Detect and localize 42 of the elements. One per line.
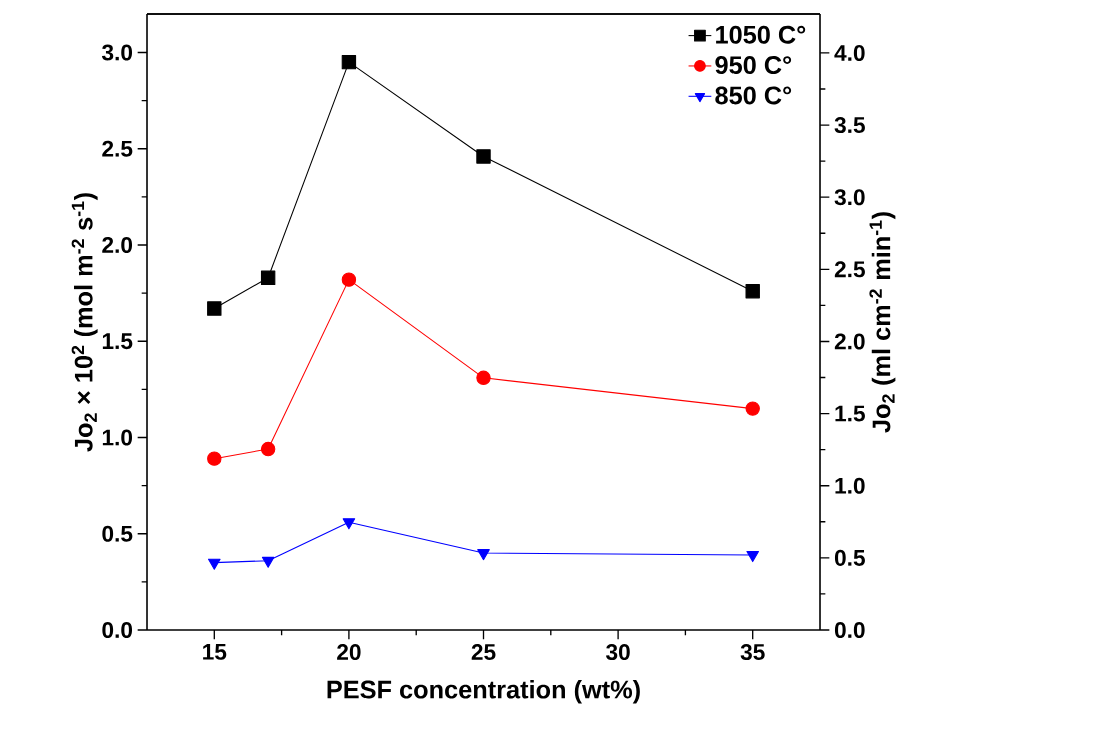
point	[341, 54, 357, 70]
x-tick-label: 20	[337, 644, 361, 661]
point	[207, 558, 221, 570]
y2-tick-label: 3.5	[834, 117, 865, 134]
y2-tick-label: 4.0	[834, 44, 865, 61]
legend-label: 850 C°	[715, 86, 792, 105]
y-tick-label: 0.0	[102, 621, 133, 639]
point	[261, 556, 275, 568]
point	[745, 283, 760, 299]
y-tick-label: 2.5	[102, 140, 133, 157]
x-tick-label: 35	[740, 644, 765, 661]
point	[746, 551, 760, 563]
text: Jo$_{2}$ × 10$^{2}$ (mol m$^{-2}$ s$^{-1}$)	[71, 193, 98, 452]
y-tick-label: 1.5	[102, 333, 133, 350]
point	[342, 518, 356, 530]
legend-label: 1050 C°	[716, 25, 806, 44]
y-tick-label: 2.0	[102, 236, 133, 254]
point	[260, 441, 276, 457]
y2-tick-label: 0.0	[834, 621, 865, 639]
point	[476, 149, 491, 164]
x-axis-title: PESF concentration (wt%)	[327, 679, 640, 704]
point	[745, 401, 760, 416]
point	[207, 451, 222, 466]
y2-tick-label: 1.5	[835, 405, 865, 422]
point	[477, 549, 490, 561]
point	[260, 270, 276, 285]
point	[341, 272, 357, 287]
y2-tick-label: 2.0	[834, 333, 865, 350]
y2-tick-label: 0.5	[834, 549, 865, 566]
y-tick-label: 3.0	[101, 44, 133, 61]
point	[476, 370, 491, 386]
y-tick-label: 1.0	[102, 429, 133, 446]
x-tick-label: 30	[606, 644, 630, 661]
point	[207, 301, 222, 316]
y2-axis-title: Jo$_{2}$ (ml cm$^{-2}$ min$^{-1}$)	[869, 212, 896, 433]
y-tick-label: 0.5	[102, 525, 133, 542]
x-tick-label: 15	[203, 644, 227, 660]
y2-tick-label: 3.0	[834, 189, 865, 206]
y2-tick-label: 2.5	[834, 261, 865, 278]
legend-label: 950 C°	[715, 56, 792, 75]
x-tick-label: 25	[471, 644, 496, 661]
y2-tick-label: 1.0	[835, 477, 865, 494]
